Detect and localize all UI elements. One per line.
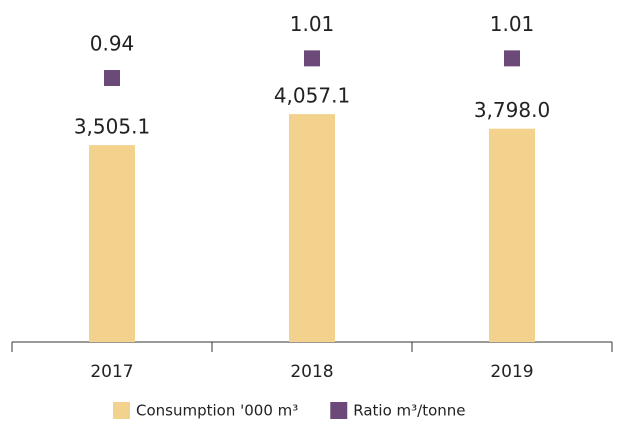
bar (489, 128, 535, 342)
x-tick-label: 2019 (490, 362, 533, 382)
ratio-marker (304, 50, 320, 67)
data-label: 4,057.1 (274, 84, 350, 108)
ratio-marker (104, 70, 120, 87)
x-tick-label: 2018 (290, 362, 333, 382)
legend-swatch (330, 402, 348, 419)
legend-label: Ratio m³/tonne (353, 402, 465, 420)
data-label: 3,505.1 (74, 115, 150, 139)
data-label: 1.01 (290, 12, 335, 36)
x-tick-label: 2017 (90, 362, 133, 382)
data-label: 0.94 (90, 32, 135, 56)
legend-swatch (113, 402, 130, 419)
data-label: 1.01 (490, 12, 535, 36)
data-label: 3,798.0 (474, 98, 550, 122)
bar (289, 114, 335, 342)
bar (89, 145, 135, 342)
ratio-marker (504, 50, 520, 67)
legend-label: Consumption '000 m³ (136, 402, 298, 420)
